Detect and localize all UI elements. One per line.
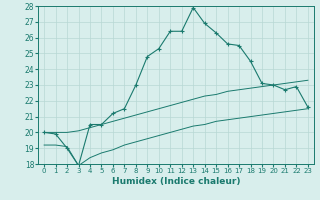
X-axis label: Humidex (Indice chaleur): Humidex (Indice chaleur)	[112, 177, 240, 186]
